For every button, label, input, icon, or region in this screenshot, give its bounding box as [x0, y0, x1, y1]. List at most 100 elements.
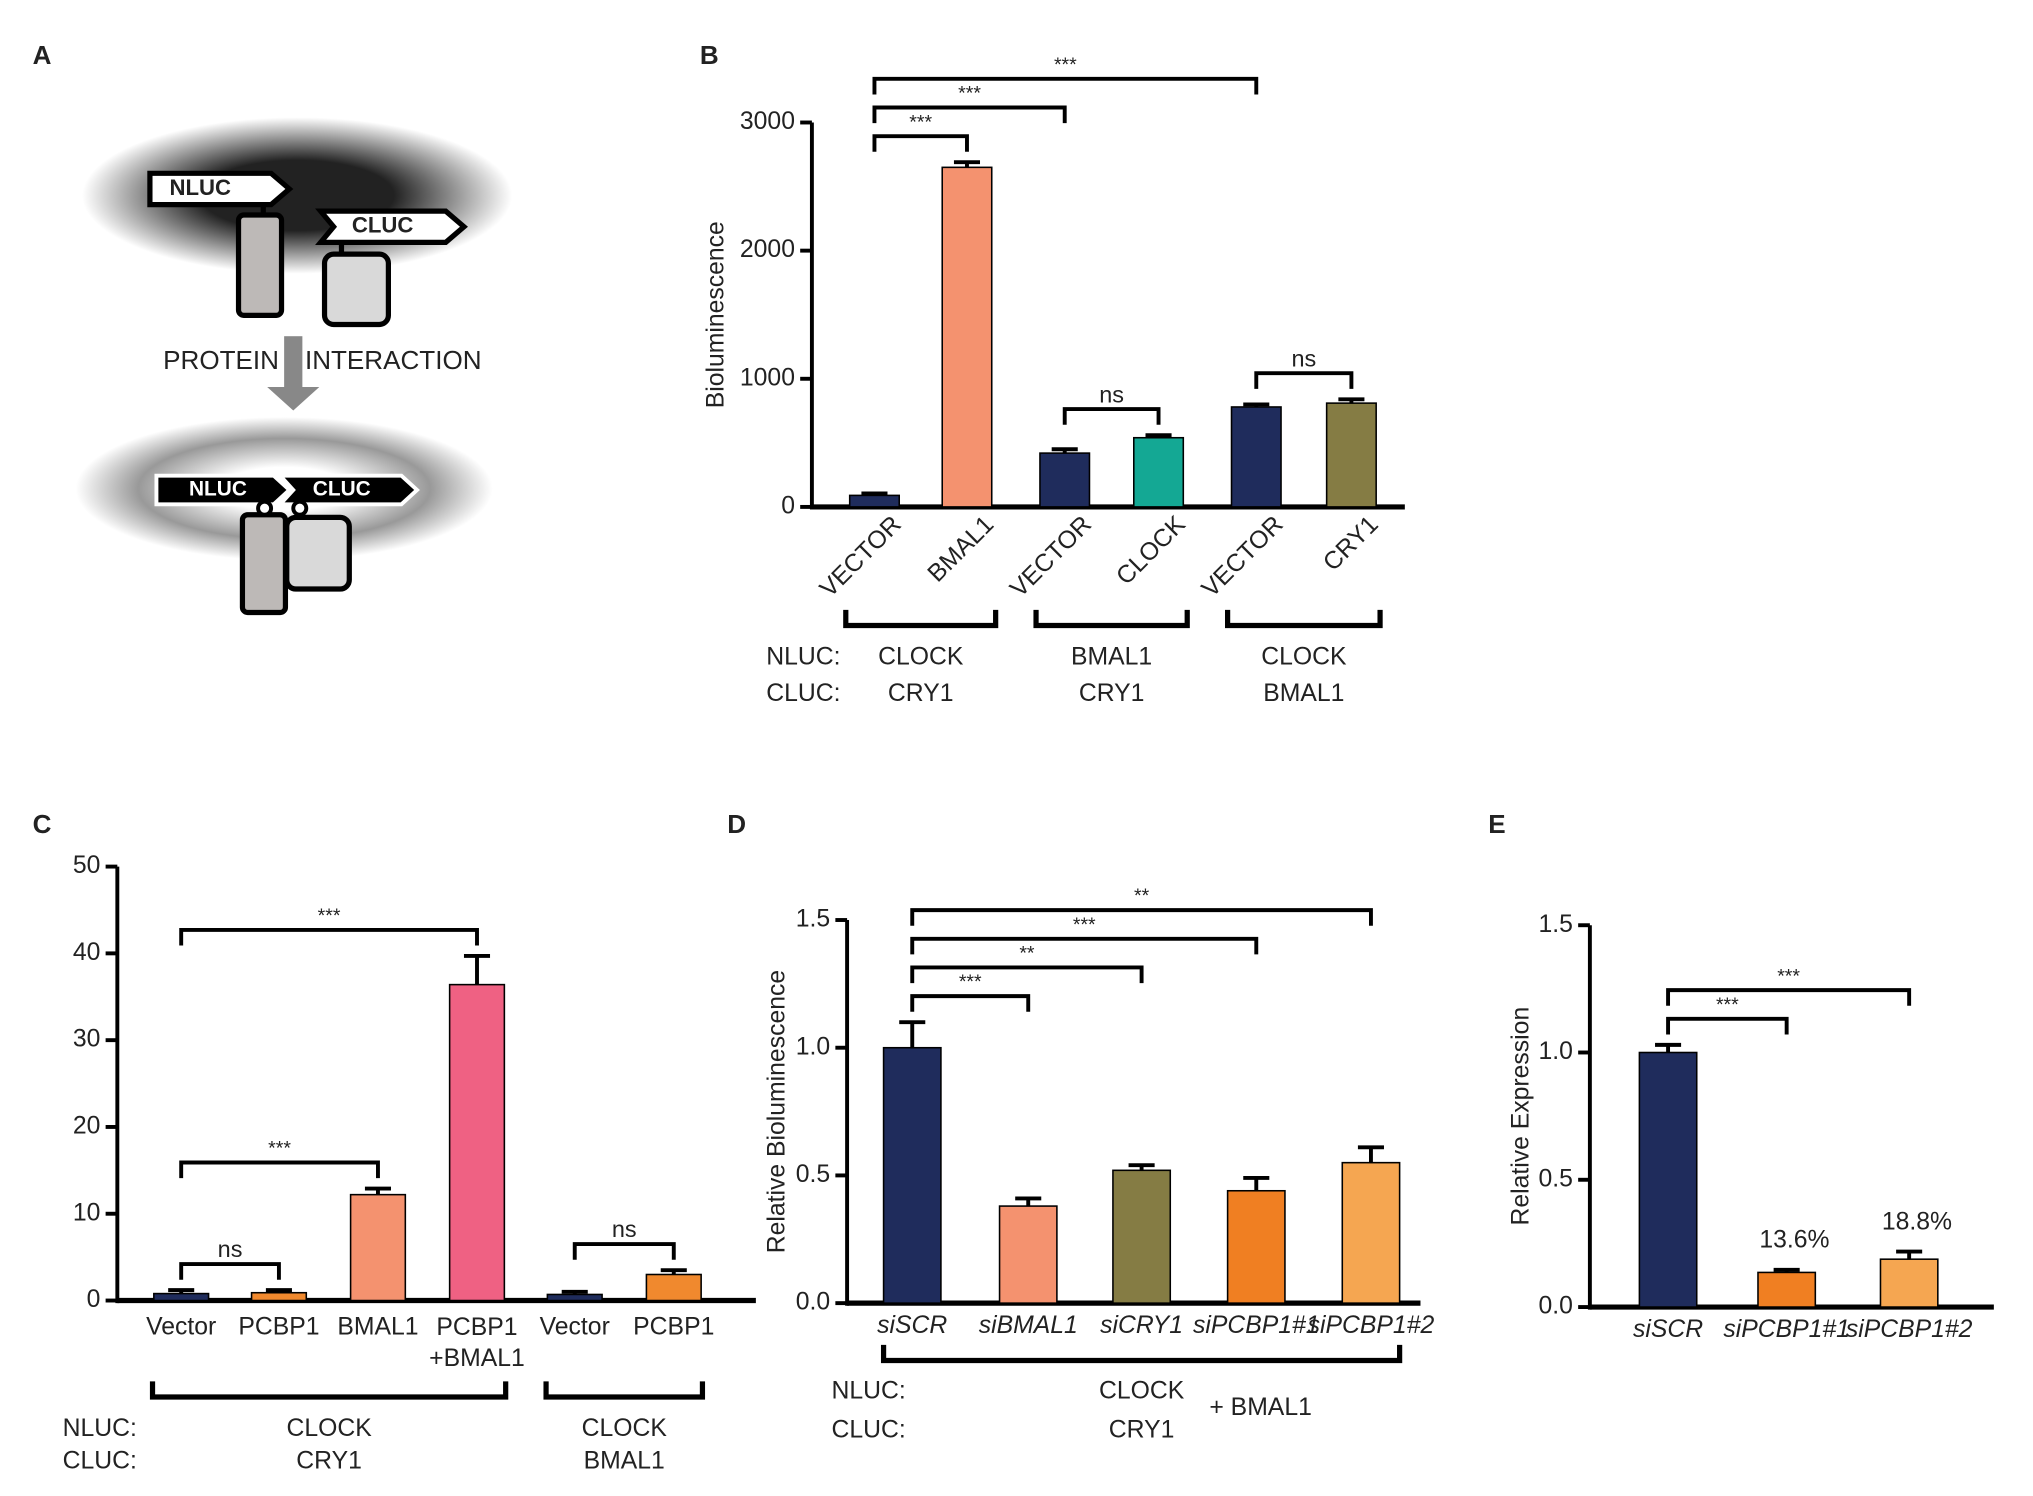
significance-label: *** — [1073, 914, 1096, 936]
row-label: CLUC: — [831, 1416, 905, 1443]
group-label: CLOCK — [878, 644, 964, 671]
error-bar — [168, 1288, 195, 1294]
significance-bracket — [910, 936, 1259, 955]
x-tick-label: siPCBP1#2 — [1308, 1312, 1435, 1339]
significance-label: *** — [958, 83, 981, 105]
value-label: 13.6% — [1759, 1227, 1829, 1254]
y-tick-label: 1.5 — [796, 906, 830, 933]
cluc-tag — [275, 473, 420, 507]
tag-label: CLUC — [313, 477, 371, 500]
group-label: CRY1 — [888, 680, 954, 707]
error-bar — [899, 1020, 926, 1048]
group-label: CRY1 — [296, 1448, 362, 1475]
bar — [1039, 452, 1091, 508]
panel: C 0 10 20 30 40 50 Vector PCBP1 BMAL1 PCBP1 +BMAL1 V… — [33, 809, 756, 1475]
significance-label: *** — [959, 971, 982, 993]
bar — [1325, 402, 1377, 508]
panel-label: D — [727, 809, 746, 839]
significance-bracket — [1666, 1016, 1789, 1035]
nluc-tag — [154, 473, 293, 507]
x-tick-label: Vector — [146, 1313, 216, 1340]
panel-label: B — [700, 40, 719, 70]
x-tick-label: PCBP1 — [238, 1313, 319, 1340]
bar — [1341, 1161, 1401, 1304]
significance-label: *** — [268, 1138, 291, 1160]
significance-bracket — [179, 1160, 380, 1179]
group-label: BMAL1 — [1071, 644, 1152, 671]
error-bar — [660, 1268, 687, 1275]
significance-label: ** — [1134, 885, 1150, 907]
x-tick-label: siSCR — [1633, 1316, 1703, 1343]
error-bar — [1243, 1176, 1270, 1191]
tag-label: NLUC — [189, 477, 247, 500]
row-label: NLUC: — [63, 1415, 137, 1442]
group-label: CRY1 — [1109, 1416, 1175, 1443]
x-tick-label: siCRY1 — [1100, 1312, 1183, 1339]
group-bracket — [1225, 609, 1383, 629]
error-bar — [1655, 1042, 1682, 1053]
significance-label: *** — [1716, 994, 1739, 1016]
error-bar — [1015, 1196, 1042, 1207]
tag-label: NLUC — [169, 175, 231, 200]
error-bar — [1357, 1145, 1384, 1163]
row-label: CLUC: — [766, 680, 840, 707]
y-tick-label: 0.5 — [1539, 1165, 1573, 1192]
bar — [1112, 1169, 1172, 1304]
group-label: + BMAL1 — [1209, 1394, 1312, 1421]
protein — [321, 251, 391, 328]
bar — [645, 1273, 702, 1302]
bar — [1226, 1189, 1286, 1304]
x-tick-label: VECTOR — [1197, 511, 1289, 603]
row-label: NLUC: — [766, 644, 840, 671]
bar — [882, 1046, 942, 1304]
cluc-tag — [315, 208, 468, 245]
bar — [941, 166, 993, 508]
x-tick-label: siSCR — [877, 1312, 947, 1339]
error-bar — [364, 1186, 391, 1195]
group-label: CLOCK — [582, 1415, 668, 1442]
y-tick-label: 0 — [781, 492, 795, 519]
error-bar — [1145, 433, 1172, 438]
y-axis-label: Relative Bioluminescence — [764, 970, 791, 1253]
group-bracket — [543, 1381, 706, 1400]
x-tick-label: BMAL1 — [923, 511, 999, 587]
error-bar — [861, 491, 888, 496]
group-label: BMAL1 — [584, 1448, 665, 1475]
significance-bracket — [872, 105, 1067, 124]
x-tick-label: siBMAL1 — [979, 1312, 1078, 1339]
group-label: CLOCK — [1099, 1377, 1185, 1404]
y-tick-label: 10 — [73, 1199, 101, 1226]
significance-bracket — [910, 965, 1144, 984]
significance-label: ns — [612, 1216, 637, 1242]
bar — [448, 983, 506, 1302]
y-tick-label: 1.0 — [796, 1033, 830, 1060]
arrow-label: PROTEIN — [163, 345, 279, 375]
group-bracket — [1033, 609, 1190, 629]
panel-a: A NLUC CLUC PROTEIN INTERACTION NLUC CLU… — [33, 40, 513, 616]
error-bar — [561, 1289, 588, 1295]
y-tick-label: 1000 — [740, 364, 795, 391]
significance-label: ns — [1099, 381, 1124, 407]
protein — [235, 212, 285, 318]
x-tick-label: VECTOR — [1005, 511, 1097, 603]
x-tick-label: VECTOR — [815, 511, 907, 603]
error-bar — [463, 954, 491, 985]
x-tick-label: Vector — [540, 1313, 610, 1340]
error-bar — [1243, 402, 1270, 407]
bar — [1638, 1051, 1698, 1308]
tag-label: CLUC — [352, 213, 414, 238]
significance-label: ns — [1291, 345, 1316, 371]
y-tick-label: 0.0 — [796, 1289, 830, 1316]
significance-label: *** — [909, 111, 932, 133]
arrow-shaft — [284, 336, 303, 391]
arrow-label: INTERACTION — [305, 345, 482, 375]
bar — [250, 1291, 308, 1302]
significance-bracket — [910, 994, 1031, 1012]
protein — [284, 514, 352, 592]
row-label: NLUC: — [831, 1377, 905, 1404]
significance-bracket — [872, 134, 969, 152]
significance-bracket — [572, 1242, 676, 1260]
bar — [1879, 1258, 1939, 1308]
panel: D Relative Bioluminescence 0.0 0.5 1.0 1.5 siS… — [727, 809, 1434, 1443]
